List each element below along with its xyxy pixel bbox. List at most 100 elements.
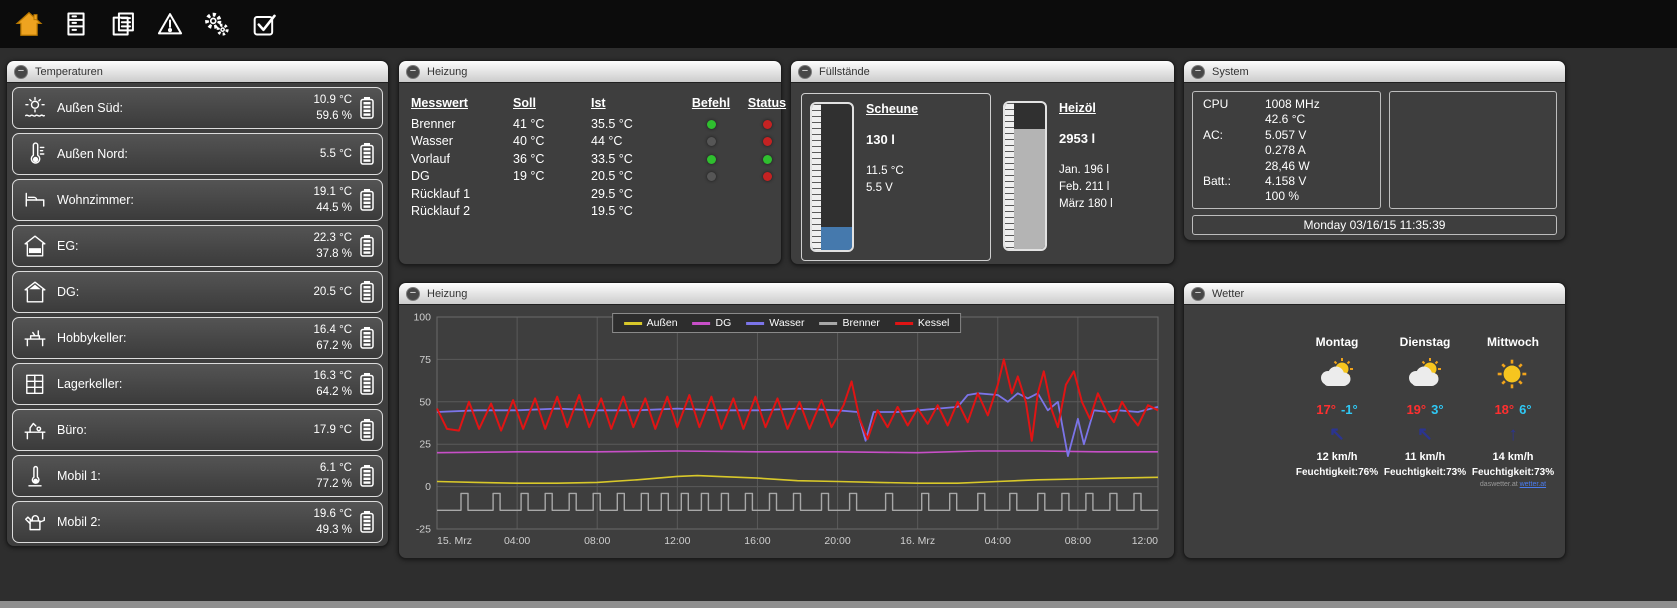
- desk-icon: [20, 418, 50, 442]
- status-cell: [739, 186, 795, 204]
- pages-button[interactable]: [104, 5, 142, 43]
- weather-days: Montag 17° -1° ↖ 12 km/h Feuchtigkeit:76%…: [1184, 305, 1565, 488]
- tank-fill-level: [812, 226, 852, 250]
- temperature-row-mobil-1[interactable]: Mobil 1: 6.1 °C 77.2 %: [12, 455, 383, 497]
- temperature-row-dg[interactable]: DG: 20.5 °C: [12, 271, 383, 313]
- sensor-values: 16.3 °C 64.2 %: [290, 368, 352, 400]
- befehl-cell: [683, 186, 739, 204]
- temperature-row-buero[interactable]: Büro: 17.9 °C: [12, 409, 383, 451]
- cloud-icon: [1321, 366, 1351, 386]
- floor-dg-icon: [20, 280, 50, 304]
- befehl-indicator[interactable]: [706, 154, 716, 164]
- legend-label: Kessel: [917, 317, 950, 329]
- day-name: Montag: [1315, 335, 1359, 349]
- svg-text:25: 25: [419, 439, 431, 451]
- befehl-indicator[interactable]: [706, 172, 716, 182]
- sensor-values: 19.6 °C 49.3 %: [290, 506, 352, 538]
- panel-title: Heizung: [427, 287, 468, 300]
- credit-link[interactable]: wetter.at: [1519, 481, 1547, 488]
- building-button[interactable]: [57, 5, 95, 43]
- temperature-value: 20.5 °C: [313, 286, 352, 298]
- temperature-value: 19.1 °C: [313, 186, 352, 198]
- svg-text:04:00: 04:00: [985, 535, 1011, 547]
- legend-swatch: [894, 321, 913, 325]
- horizontal-scrollbar[interactable]: [0, 601, 1677, 608]
- befehl-indicator[interactable]: [706, 119, 716, 129]
- ist-cell: 44 °C: [591, 134, 623, 148]
- humidity-value: 49.3 %: [316, 524, 352, 536]
- befehl-indicator[interactable]: [706, 137, 716, 147]
- legend-label: Wasser: [769, 317, 805, 329]
- humidity-value: 64.2 %: [316, 386, 352, 398]
- wind-direction-arrow: ↖: [1329, 424, 1345, 445]
- weather-day-dienstag: Dienstag 19° 3° ↖ 11 km/h Feuchtigkeit:73…: [1381, 335, 1469, 488]
- befehl-cell: [683, 133, 739, 151]
- ist-cell: 19.5 °C: [591, 204, 633, 218]
- weather-icon: [1314, 358, 1360, 394]
- battery-icon: [359, 189, 375, 211]
- battery-icon: [359, 465, 375, 487]
- tasks-button[interactable]: [245, 5, 283, 43]
- home-icon: [15, 11, 43, 36]
- sensor-label: Mobil 1:: [57, 469, 101, 483]
- system-stats-box: CPU 1008 MHz 42.6 °C AC: 5.057 V 0.278 A 2…: [1192, 91, 1381, 209]
- collapse-button[interactable]: −: [1191, 286, 1205, 301]
- collapse-button[interactable]: −: [798, 64, 812, 79]
- column-header: Befehl: [691, 96, 731, 110]
- tank-amount: 130 l: [866, 132, 895, 147]
- tank-name[interactable]: Scheune: [866, 102, 919, 116]
- temperature-row-aussen-sued[interactable]: Außen Süd: 10.9 °C 59.6 %: [12, 87, 383, 129]
- panel-header: − Füllstände: [791, 61, 1174, 83]
- temperature-value: 17.9 °C: [313, 424, 352, 436]
- temperature-value: 6.1 °C: [319, 462, 352, 474]
- svg-text:16. Mrz: 16. Mrz: [900, 535, 935, 547]
- stat-value: 100 %: [1265, 189, 1300, 204]
- column-header: Ist: [591, 96, 606, 110]
- befehl-cell: [683, 116, 739, 134]
- panel-title: System: [1212, 65, 1249, 78]
- home-button[interactable]: [10, 5, 48, 43]
- sensor-label: Außen Süd:: [57, 101, 124, 115]
- temperature-row-lagerkeller[interactable]: Lagerkeller: 16.3 °C 64.2 %: [12, 363, 383, 405]
- svg-text:04:00: 04:00: [504, 535, 530, 547]
- humidity-label: Feuchtigkeit:73%: [1471, 467, 1555, 478]
- stat-value: 5.057 V: [1265, 127, 1307, 142]
- messwert-cell: Rücklauf 1: [411, 186, 471, 201]
- collapse-button[interactable]: −: [14, 64, 28, 79]
- stat-label: [1203, 143, 1265, 158]
- tank-name[interactable]: Heizöl: [1059, 101, 1096, 115]
- temperature-row-aussen-nord[interactable]: Außen Nord: 5.5 °C: [12, 133, 383, 175]
- heizung-table: Messwert Soll Ist Befehl Status Brenner …: [399, 83, 786, 221]
- messwert-cell: Brenner: [411, 116, 456, 131]
- soll-cell: [513, 186, 591, 204]
- humidity-label: Feuchtigkeit:76%: [1295, 467, 1379, 478]
- wind-speed: 11 km/h: [1404, 451, 1446, 463]
- soll-cell: 41 °C: [513, 116, 545, 131]
- panel-header: − System: [1184, 61, 1565, 83]
- status-indicator: [762, 172, 772, 182]
- panel-heizung-chart: − Heizung Außen DG Wasser Brenner Kessel…: [398, 282, 1175, 559]
- soll-cell: [513, 203, 591, 221]
- collapse-button[interactable]: −: [406, 286, 420, 301]
- humidity-value: 37.8 %: [316, 248, 352, 260]
- collapse-button[interactable]: −: [1191, 64, 1205, 79]
- legend-item: Wasser: [746, 317, 805, 329]
- ist-cell: 29.5 °C: [591, 186, 633, 201]
- column-header: Soll: [513, 96, 536, 110]
- settings-button[interactable]: [198, 5, 236, 43]
- svg-text:75: 75: [419, 354, 431, 366]
- wind-direction-arrow: ↑: [1508, 424, 1518, 445]
- temperature-row-mobil-2[interactable]: Mobil 2: 19.6 °C 49.3 %: [12, 501, 383, 543]
- temperature-row-hobbykeller[interactable]: Hobbykeller: 16.4 °C 67.2 %: [12, 317, 383, 359]
- temperature-row-eg[interactable]: EG: 22.3 °C 37.8 %: [12, 225, 383, 267]
- status-indicator: [762, 119, 772, 129]
- sensor-label: Lagerkeller:: [57, 377, 123, 391]
- panel-header: − Heizung: [399, 61, 781, 83]
- temperature-row-wohnzimmer[interactable]: Wohnzimmer: 19.1 °C 44.5 %: [12, 179, 383, 221]
- collapse-button[interactable]: −: [406, 64, 420, 79]
- svg-text:15. Mrz: 15. Mrz: [437, 535, 472, 547]
- status-indicator: [762, 154, 772, 164]
- warning-button[interactable]: [151, 5, 189, 43]
- storage-shelf-icon: [20, 372, 50, 396]
- status-cell: [739, 116, 795, 134]
